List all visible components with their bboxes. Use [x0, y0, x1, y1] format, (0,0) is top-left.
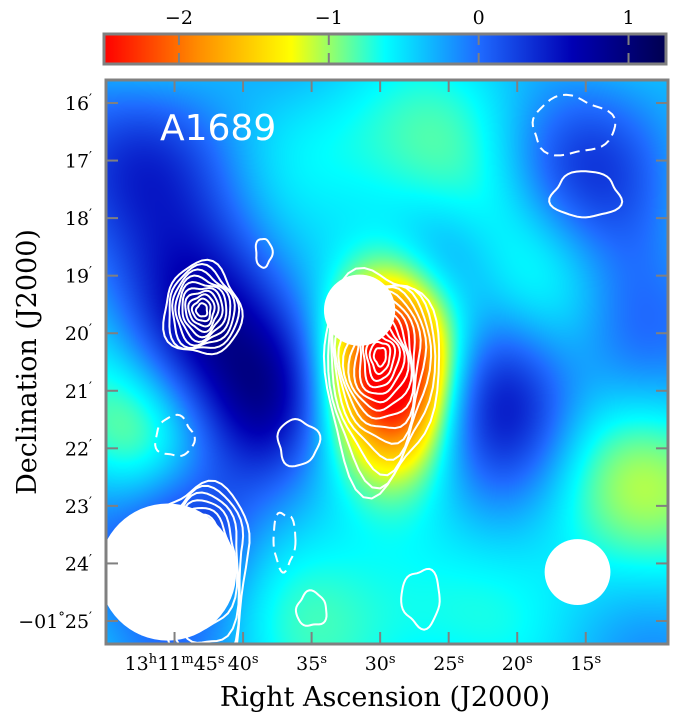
masked-region [544, 539, 611, 605]
contour-line [276, 417, 322, 468]
axis-ticks [106, 80, 668, 644]
heatmap-panel: A1689 [104, 78, 670, 646]
contour-line [333, 289, 422, 445]
cluster-label: A1689 [160, 108, 276, 149]
x-tick-label: 35s [296, 652, 327, 676]
x-tick-label: 20s [502, 652, 533, 676]
contour-line [329, 284, 433, 477]
y-tick-label: 17′ [65, 149, 92, 173]
contour-line [187, 293, 216, 328]
y-tick-label: 19′ [65, 264, 92, 288]
y-tick-label: 23′ [65, 494, 92, 518]
contour-line [400, 567, 441, 631]
y-tick-label: 16′ [65, 92, 92, 116]
colorbar-tick-label: 1 [622, 7, 634, 29]
y-tick-labels: 16′ 17′ 18′ 19′ 20′ 21′ 22′ 23′ 24′ −01°25′ [18, 92, 92, 633]
x-tick-labels: 13h11m45s 40s 35s 30s 25s 20s 15s [125, 652, 602, 676]
negative-contour-line [272, 511, 297, 574]
x-tick-label: 25s [433, 652, 464, 676]
contour-line [177, 280, 228, 344]
contour-line [548, 170, 624, 219]
contour-line [353, 315, 410, 404]
contour-line [347, 308, 413, 412]
contour-line [162, 258, 244, 356]
plot-frame [104, 78, 670, 646]
y-tick-label: −01°25′ [18, 609, 92, 633]
negative-contour-line [154, 413, 196, 458]
contour-line [358, 321, 406, 395]
y-tick-label: 24′ [65, 552, 92, 576]
colorbar-ticks: −2 −1 0 1 [165, 7, 635, 63]
x-tick-label: 13h11m45s [125, 652, 225, 676]
y-tick-label: 22′ [65, 437, 92, 461]
contour-line [294, 589, 328, 627]
masked-region [323, 274, 396, 346]
masked-region [106, 503, 237, 641]
y-tick-label: 21′ [65, 379, 92, 403]
contour-line [331, 285, 428, 461]
contour-line [171, 268, 236, 349]
y-axis-title: Declination (J2000) [12, 229, 43, 495]
contour-line [368, 340, 392, 376]
x-tick-label: 30s [365, 652, 396, 676]
contour-line [254, 238, 274, 269]
x-axis-title: Right Ascension (J2000) [220, 682, 550, 713]
y-tick-label: 18′ [65, 207, 92, 231]
negative-contour-line [531, 93, 617, 157]
mask-layer [106, 274, 611, 641]
contour-line [174, 274, 232, 347]
x-tick-label: 40s [228, 652, 259, 676]
contour-line [168, 262, 241, 351]
contour-layer [149, 93, 624, 644]
contour-line [181, 286, 224, 339]
contour-line [194, 302, 209, 318]
y-tick-label: 20′ [65, 322, 92, 346]
contour-line [184, 289, 220, 334]
contour-line [341, 301, 415, 420]
contour-line [361, 327, 402, 389]
colorbar-tick-label: 0 [473, 7, 485, 29]
contour-line [190, 297, 212, 323]
colorbar: −2 −1 0 1 [102, 7, 668, 66]
contour-line [364, 334, 397, 383]
x-tick-label: 15s [570, 652, 601, 676]
colorbar-tick-label: −1 [315, 7, 343, 29]
contour-line [372, 347, 387, 368]
colorbar-tick-label: −2 [165, 7, 193, 29]
contour-line [337, 294, 416, 430]
colorbar-fill [102, 32, 668, 66]
